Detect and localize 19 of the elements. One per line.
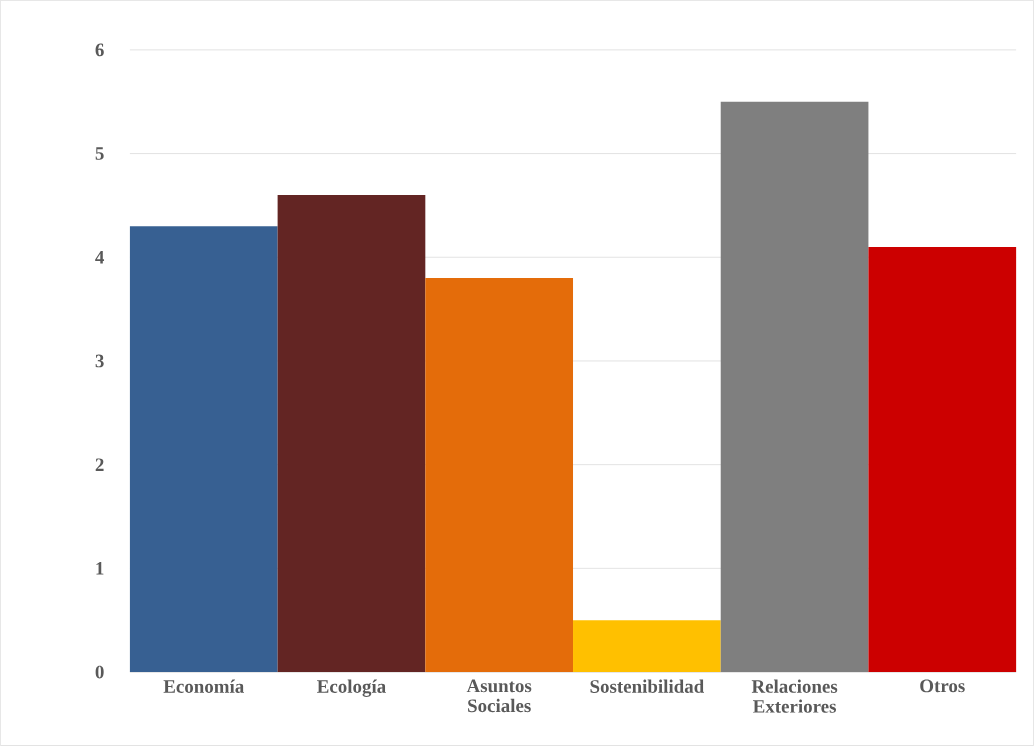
y-tick-label: 4 <box>95 251 105 264</box>
x-tick-label: Asuntos Sociales <box>466 679 532 713</box>
bar <box>868 246 1017 673</box>
x-tick-label: Sostenibilidad <box>590 679 705 693</box>
y-tick-label: 0 <box>95 665 104 679</box>
y-tick-label: 2 <box>95 458 104 471</box>
x-tick-label: Relaciones Exteriores <box>751 679 838 713</box>
x-tick-label: Ecología <box>317 679 386 697</box>
bar <box>129 226 278 673</box>
x-tick-label: Otros <box>920 679 965 693</box>
x-tick-label: Economía <box>163 679 244 693</box>
bar <box>720 101 869 673</box>
bar <box>277 195 426 673</box>
y-tick-label: 5 <box>95 147 104 160</box>
y-tick-label: 3 <box>95 354 104 368</box>
bar <box>425 278 574 673</box>
y-tick-label: 6 <box>95 43 104 57</box>
bar <box>573 620 721 673</box>
y-tick-label: 1 <box>96 562 104 575</box>
